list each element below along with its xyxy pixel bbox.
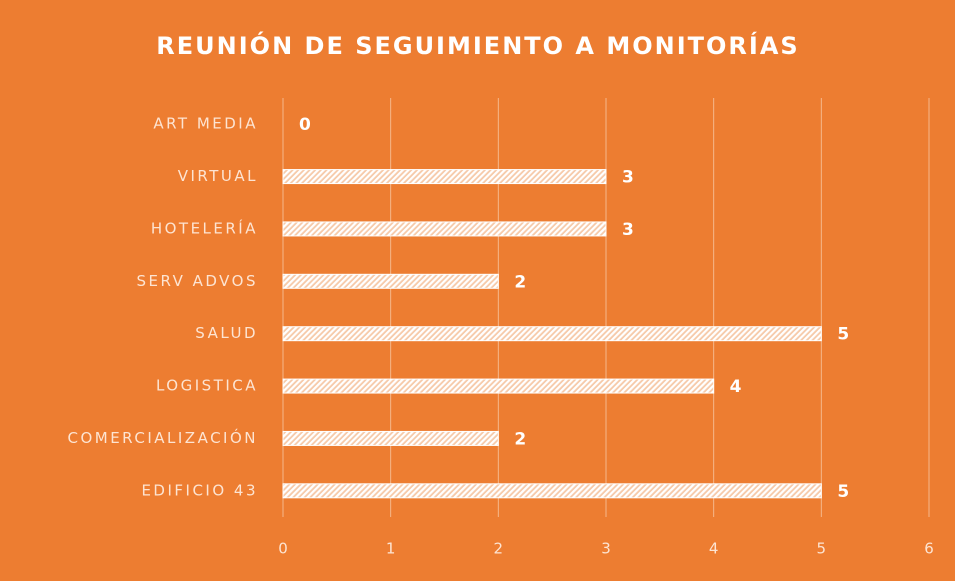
bar <box>282 326 822 342</box>
bar <box>282 273 499 289</box>
bar <box>282 221 607 237</box>
y-tick-label: COMERCIALIZACIÓN <box>67 428 258 447</box>
y-tick-label: ART MEDIA <box>153 115 258 133</box>
value-label: 3 <box>622 168 634 188</box>
y-tick-label: SALUD <box>195 324 258 342</box>
bar <box>282 430 499 446</box>
x-tick-label: 0 <box>278 540 288 558</box>
x-tick-label: 3 <box>601 540 611 558</box>
y-tick-label: VIRTUAL <box>178 167 258 185</box>
value-label: 2 <box>514 429 526 449</box>
bar <box>282 169 607 185</box>
value-label: 2 <box>514 272 526 292</box>
x-tick-label: 6 <box>924 540 934 558</box>
y-tick-label: HOTELERÍA <box>151 218 258 237</box>
value-label: 3 <box>622 220 634 240</box>
y-tick-label: EDIFICIO 43 <box>141 481 258 499</box>
value-label: 5 <box>837 482 849 502</box>
value-label: 0 <box>299 115 311 135</box>
x-tick-label: 4 <box>709 540 719 558</box>
value-label: 4 <box>730 377 742 397</box>
x-tick-label: 1 <box>386 540 396 558</box>
x-tick-label: 5 <box>817 540 827 558</box>
y-tick-label: LOGISTICA <box>156 377 258 395</box>
chart-title: REUNIÓN DE SEGUIMIENTO A MONITORÍAS <box>156 30 799 60</box>
x-tick-label: 2 <box>494 540 504 558</box>
bar <box>282 378 715 394</box>
value-label: 5 <box>837 325 849 345</box>
bar <box>282 483 822 499</box>
y-tick-label: SERV ADVOS <box>136 272 258 290</box>
